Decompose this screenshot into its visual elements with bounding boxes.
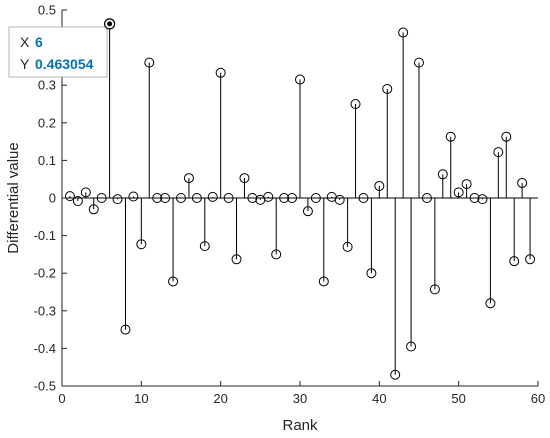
stem-marker [334, 194, 345, 205]
stem-marker [525, 254, 536, 265]
stem-marker [398, 27, 409, 38]
y-tick-label: 0.5 [38, 3, 56, 18]
x-axis-title: Rank [282, 417, 318, 434]
datatip-y-key: Y [20, 56, 30, 72]
datatip-marker [103, 18, 116, 30]
y-tick-label: -0.4 [34, 341, 56, 356]
stem-marker [231, 254, 242, 265]
stem-marker [445, 131, 456, 142]
stem-marker [80, 187, 91, 198]
stem-marker [160, 193, 171, 203]
stem-marker [64, 191, 75, 202]
x-tick-label: 40 [372, 391, 386, 406]
y-tick-label: -0.2 [34, 266, 56, 281]
datatip-box [8, 26, 108, 78]
datatip-x-value: 6 [35, 34, 43, 50]
stem-marker [176, 193, 186, 203]
stem-marker [429, 284, 440, 295]
stem-marker [199, 241, 210, 252]
stem-marker [302, 206, 313, 217]
stem-marker [406, 341, 417, 352]
stem-marker [342, 241, 353, 252]
stem-marker [136, 239, 147, 250]
stem-marker [239, 173, 250, 184]
stem-marker [223, 193, 234, 203]
stem-marker [421, 193, 432, 203]
stem-marker [350, 99, 361, 109]
y-axis-title: Differential value [5, 142, 22, 253]
stem-marker [493, 147, 504, 158]
stem-marker [144, 57, 155, 68]
datatip: X 6 Y 0.463054 [8, 26, 108, 78]
x-tick-label: 60 [531, 391, 545, 406]
stem-marker [310, 193, 321, 203]
stem-marker [168, 276, 179, 287]
stem-marker [485, 298, 496, 309]
stem-marker [501, 131, 512, 142]
y-ticks: -0.5-0.4-0.3-0.2-0.100.10.20.30.40.5 [34, 3, 67, 394]
stem-marker [358, 193, 369, 203]
x-tick-label: 30 [293, 391, 307, 406]
stem-marker [191, 193, 202, 203]
stem-marker [437, 169, 448, 180]
stem-markers [64, 18, 536, 380]
stem-marker [183, 173, 194, 184]
datatip-dot [107, 21, 113, 27]
stem-marker [207, 191, 218, 202]
stem-marker [453, 187, 464, 198]
stem-marker [477, 194, 488, 205]
stem-marker [382, 83, 393, 94]
stem-marker [374, 180, 385, 191]
y-tick-label: -0.3 [34, 303, 56, 318]
x-tick-label: 50 [451, 391, 465, 406]
datatip-x-key: X [20, 34, 30, 50]
stem-lines [62, 23, 538, 375]
stem-marker [414, 57, 424, 68]
x-tick-label: 0 [58, 391, 65, 406]
stem-marker [112, 194, 123, 205]
stem-marker [509, 256, 520, 267]
x-tick-label: 10 [134, 391, 148, 406]
stem-marker [279, 193, 290, 203]
stem-marker [247, 193, 258, 203]
stem-marker [318, 276, 329, 287]
stem-marker [128, 191, 139, 202]
stem-marker [88, 204, 99, 215]
y-tick-label: -0.5 [34, 379, 56, 394]
stem-marker [152, 193, 163, 203]
y-tick-label: -0.1 [34, 228, 56, 243]
stem-marker [461, 179, 472, 190]
stem-marker [120, 324, 131, 335]
stem-marker [215, 67, 226, 78]
x-ticks: 0 10 20 30 40 50 60 [58, 381, 545, 406]
stem-marker [390, 369, 401, 380]
stem-marker [271, 249, 282, 260]
y-tick-label: 0.1 [38, 153, 56, 168]
stem-marker [263, 191, 274, 202]
x-tick-label: 20 [213, 391, 227, 406]
stem-marker [517, 177, 528, 188]
stem-marker [96, 193, 107, 203]
stem-marker [287, 193, 298, 203]
y-tick-label: 0.3 [38, 78, 56, 93]
stem-marker [72, 196, 83, 207]
y-tick-label: 0.2 [38, 115, 56, 130]
stem-marker [469, 193, 480, 203]
stem-marker [295, 74, 305, 85]
stem-marker [366, 268, 377, 279]
datatip-y-value: 0.463054 [35, 56, 94, 72]
y-tick-label: 0 [49, 191, 56, 206]
